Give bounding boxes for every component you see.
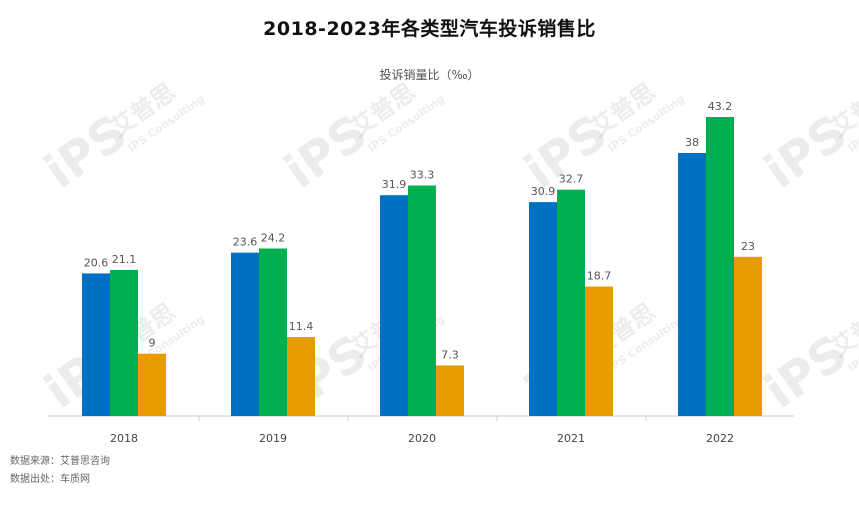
- x-tick-label: 2019: [259, 432, 287, 445]
- data-label: 31.9: [382, 178, 407, 191]
- bar: [287, 337, 315, 416]
- data-label: 18.7: [587, 270, 612, 283]
- x-tick-label: 2018: [110, 432, 138, 445]
- data-label: 30.9: [531, 185, 556, 198]
- source-note: 数据来源：艾普思咨询: [10, 456, 110, 467]
- bar: [138, 353, 166, 416]
- bar: [706, 117, 734, 416]
- bar: [231, 252, 259, 416]
- chart-title: 2018-2023年各类型汽车投诉销售比: [263, 18, 596, 40]
- x-tick-label: 2022: [706, 432, 734, 445]
- data-label: 23: [741, 240, 755, 253]
- x-tick-label: 2021: [557, 432, 585, 445]
- data-label: 32.7: [559, 173, 584, 186]
- source-origin-note: 数据出处：车质网: [10, 474, 90, 485]
- data-label: 43.2: [708, 100, 733, 113]
- bar: [529, 202, 557, 416]
- bar: [436, 365, 464, 416]
- data-label: 7.3: [441, 348, 459, 361]
- data-label: 20.6: [84, 256, 109, 269]
- bar: [82, 273, 110, 416]
- chart-subtitle: 投诉销量比（‰）: [379, 68, 480, 82]
- bar: [678, 152, 706, 417]
- bar: [585, 286, 613, 416]
- data-label: 9: [149, 337, 156, 350]
- data-label: 24.2: [261, 232, 286, 245]
- bar: [734, 256, 762, 416]
- x-tick-label: 2020: [408, 432, 436, 445]
- data-label: 38: [685, 136, 699, 149]
- bar: [557, 189, 585, 416]
- plot-area: 20.6 21.1 9 2018 23.6 24.2 11.4 2019 31.933.3 7.3…: [48, 100, 794, 445]
- data-label: 23.6: [233, 236, 258, 249]
- data-label: 33.3: [410, 169, 435, 182]
- bar: [110, 269, 138, 416]
- data-label: 11.4: [289, 320, 314, 333]
- bar: [380, 195, 408, 416]
- bar: [259, 248, 287, 416]
- data-label: 21.1: [112, 253, 137, 266]
- bar: [408, 185, 436, 416]
